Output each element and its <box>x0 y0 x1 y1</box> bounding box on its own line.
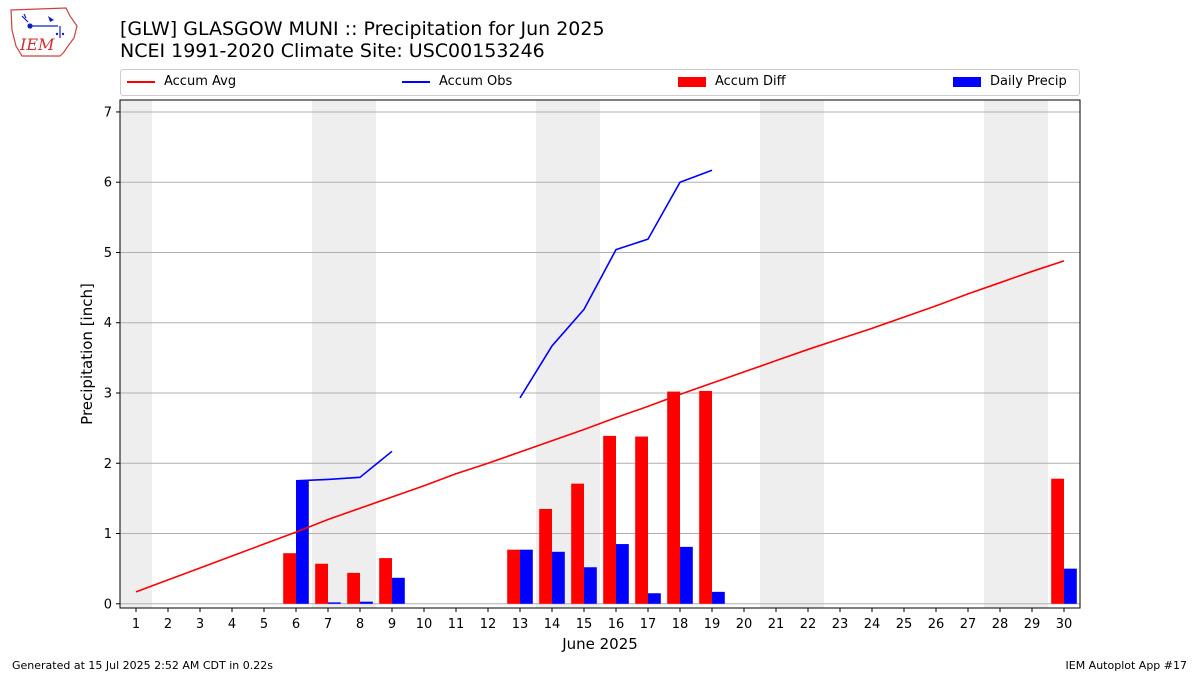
x-tick-label-10: 10 <box>416 617 433 632</box>
accum-diff-bar-day-30 <box>1051 478 1064 604</box>
x-tick-label-4: 4 <box>228 617 236 632</box>
x-tick-label-22: 22 <box>800 617 817 632</box>
x-tick-label-30: 30 <box>1056 617 1073 632</box>
accum-diff-bar-day-8 <box>347 572 360 604</box>
x-tick-label-18: 18 <box>672 617 689 632</box>
legend-swatch-accum-diff <box>678 77 706 87</box>
x-tick-label-14: 14 <box>544 617 561 632</box>
accum-diff-bar-day-7 <box>315 563 328 604</box>
daily-precip-bar-day-6 <box>296 480 309 604</box>
weekend-band-day-7 <box>312 100 344 608</box>
y-tick-label-0: 0 <box>104 597 112 612</box>
daily-precip-bar-day-17 <box>648 593 661 604</box>
legend-swatch-accum-avg <box>127 81 155 83</box>
x-tick-label-17: 17 <box>640 617 657 632</box>
daily-precip-bar-day-19 <box>712 591 725 604</box>
legend-item-accum-obs: Accum Obs <box>402 74 512 90</box>
x-tick-label-11: 11 <box>448 617 465 632</box>
x-tick-label-2: 2 <box>164 617 172 632</box>
chart-legend: Accum Avg Accum Obs Accum Diff Daily Pre… <box>120 69 1080 96</box>
x-tick-label-8: 8 <box>356 617 364 632</box>
accum-obs-line-segment-2 <box>519 169 713 399</box>
accum-diff-bar-day-13 <box>507 549 520 604</box>
y-tick-label-2: 2 <box>104 457 112 472</box>
iem-state-logo-icon: IEM <box>10 7 78 57</box>
y-tick-label-1: 1 <box>104 527 112 542</box>
x-tick-label-12: 12 <box>480 617 497 632</box>
y-tick-label-4: 4 <box>104 316 112 331</box>
legend-swatch-accum-obs <box>402 81 430 83</box>
y-axis-title: Precipitation [inch] <box>78 283 96 425</box>
x-tick-label-3: 3 <box>196 617 204 632</box>
weekend-band-day-28 <box>984 100 1016 608</box>
x-tick-label-15: 15 <box>576 617 593 632</box>
footer-generated-text: Generated at 15 Jul 2025 2:52 AM CDT in … <box>12 659 273 672</box>
x-tick-label-23: 23 <box>832 617 849 632</box>
legend-item-accum-avg: Accum Avg <box>127 74 236 90</box>
footer-app-id: IEM Autoplot App #17 <box>1065 659 1188 672</box>
legend-swatch-daily-precip <box>953 77 981 87</box>
daily-precip-bar-day-30 <box>1064 568 1077 604</box>
svg-text:IEM: IEM <box>19 35 55 54</box>
x-axis-title: June 2025 <box>561 635 638 653</box>
accum-diff-bar-day-18 <box>667 391 680 604</box>
y-tick-label-7: 7 <box>104 105 112 120</box>
daily-precip-bar-day-9 <box>392 577 405 604</box>
x-tick-label-29: 29 <box>1024 617 1041 632</box>
daily-precip-bar-day-14 <box>552 551 565 604</box>
daily-precip-bar-day-16 <box>616 544 629 604</box>
x-tick-label-16: 16 <box>608 617 625 632</box>
accum-diff-bar-day-16 <box>603 435 616 604</box>
iem-logo: IEM <box>8 6 80 60</box>
x-tick-label-21: 21 <box>768 617 785 632</box>
y-tick-label-6: 6 <box>104 176 112 191</box>
accum-avg-line-segment-1 <box>135 260 1065 593</box>
x-tick-label-28: 28 <box>992 617 1009 632</box>
daily-precip-bar-day-8 <box>360 601 373 604</box>
daily-precip-bar-day-15 <box>584 567 597 604</box>
legend-item-accum-diff: Accum Diff <box>678 74 786 90</box>
x-tick-label-25: 25 <box>896 617 913 632</box>
x-tick-label-7: 7 <box>324 617 332 632</box>
weekend-band-day-21 <box>760 100 792 608</box>
weekend-band-day-29 <box>1016 100 1048 608</box>
daily-precip-bar-day-18 <box>680 546 693 604</box>
x-tick-label-27: 27 <box>960 617 977 632</box>
accum-diff-bar-day-19 <box>699 390 712 604</box>
x-tick-label-19: 19 <box>704 617 721 632</box>
daily-precip-bar-day-13 <box>520 549 533 604</box>
accum-diff-bar-day-15 <box>571 483 584 604</box>
x-tick-label-1: 1 <box>132 617 140 632</box>
x-tick-label-5: 5 <box>260 617 268 632</box>
accum-obs-line-segment-1 <box>295 450 393 482</box>
chart-title: [GLW] GLASGOW MUNI :: Precipitation for … <box>120 18 605 40</box>
x-tick-label-24: 24 <box>864 617 881 632</box>
accum-diff-bar-day-6 <box>283 553 296 604</box>
plot-frame <box>119 99 1081 609</box>
accum-diff-bar-day-14 <box>539 508 552 604</box>
accum-diff-bar-day-9 <box>379 558 392 604</box>
x-tick-label-26: 26 <box>928 617 945 632</box>
y-tick-label-3: 3 <box>104 386 112 401</box>
y-tick-label-5: 5 <box>104 246 112 261</box>
weekend-band-day-1 <box>120 100 152 608</box>
x-tick-label-13: 13 <box>512 617 529 632</box>
x-tick-label-9: 9 <box>388 617 396 632</box>
x-tick-label-6: 6 <box>292 617 300 632</box>
daily-precip-bar-day-7 <box>328 602 341 604</box>
x-tick-label-20: 20 <box>736 617 753 632</box>
weekend-band-day-8 <box>344 100 376 608</box>
accum-diff-bar-day-17 <box>635 436 648 604</box>
chart-subtitle: NCEI 1991-2020 Climate Site: USC00153246 <box>120 40 545 62</box>
legend-item-daily-precip: Daily Precip <box>953 74 1067 90</box>
